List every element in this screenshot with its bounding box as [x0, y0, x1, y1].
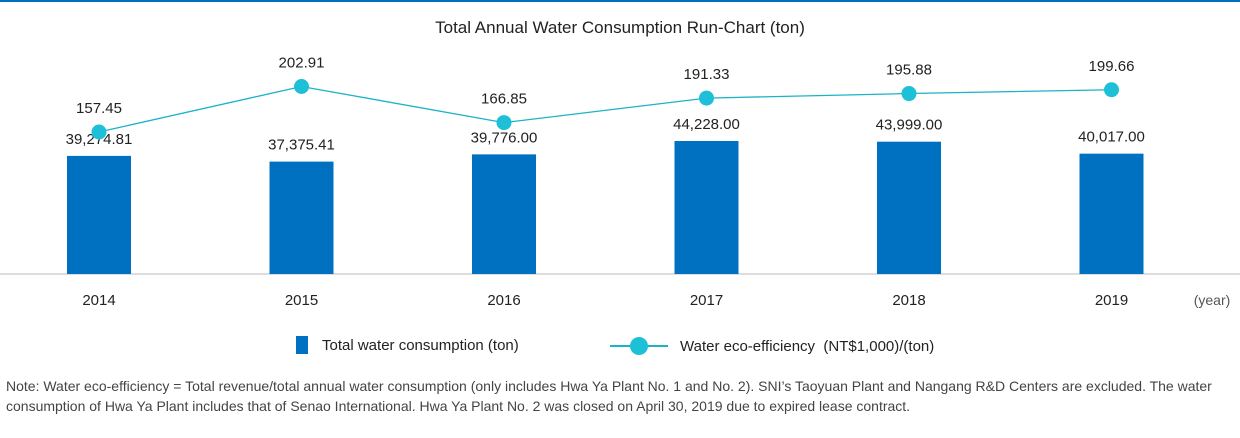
bar-label-2018: 43,999.00: [876, 117, 943, 134]
line-point-2018: [901, 86, 917, 102]
top-rule: [0, 0, 1240, 2]
bar-2015: [269, 161, 334, 274]
bar-label-2017: 44,228.00: [673, 116, 740, 133]
bar-label-2019: 40,017.00: [1078, 129, 1145, 146]
bar-label-2016: 39,776.00: [471, 129, 538, 146]
legend-item-line: Water eco-efficiency (NT$1,000)/(ton): [610, 336, 934, 356]
x-tick-label-2015: 2015: [285, 292, 318, 309]
legend-bar-label: Total water consumption (ton): [322, 336, 519, 354]
chart-svg: 39,274.81201437,375.41201539,776.0020164…: [0, 55, 1240, 309]
line-point-2019: [1104, 82, 1119, 98]
legend-line-swatch: [610, 336, 668, 356]
x-tick-label-2018: 2018: [892, 292, 925, 309]
chart-title: Total Annual Water Consumption Run-Chart…: [435, 18, 805, 37]
footnote: Note: Water eco-efficiency = Total reven…: [6, 378, 1212, 414]
x-tick-label-2017: 2017: [690, 292, 723, 309]
bar-2017: [674, 141, 739, 274]
line-point-2017: [699, 90, 714, 106]
bar-2019: [1079, 153, 1144, 274]
x-unit-label: (year): [1194, 292, 1231, 308]
legend-bar-swatch: [296, 336, 308, 354]
eco-efficiency-line: [98, 85, 1112, 133]
x-tick-label-2014: 2014: [82, 292, 115, 309]
line-label-2015: 202.91: [279, 55, 325, 72]
line-point-2014: [91, 124, 107, 140]
line-label-2016: 166.85: [481, 91, 527, 108]
line-point-2016: [496, 115, 512, 131]
x-tick-label-2019: 2019: [1095, 292, 1128, 309]
line-point-2015: [294, 79, 309, 94]
line-label-2018: 195.88: [886, 62, 932, 79]
x-tick-label-2016: 2016: [487, 292, 520, 309]
line-label-2017: 191.33: [684, 66, 730, 83]
legend: Total water consumption (ton) Water eco-…: [0, 336, 1240, 362]
bar-2018: [877, 141, 941, 274]
bar-label-2015: 37,375.41: [268, 137, 335, 154]
bar-2016: [472, 154, 536, 274]
line-label-2019: 199.66: [1089, 58, 1135, 75]
line-label-2014: 157.45: [76, 100, 122, 117]
bar-2014: [67, 155, 131, 274]
legend-line-label: Water eco-efficiency (NT$1,000)/(ton): [680, 337, 935, 355]
legend-item-bar: Total water consumption (ton): [296, 336, 519, 354]
